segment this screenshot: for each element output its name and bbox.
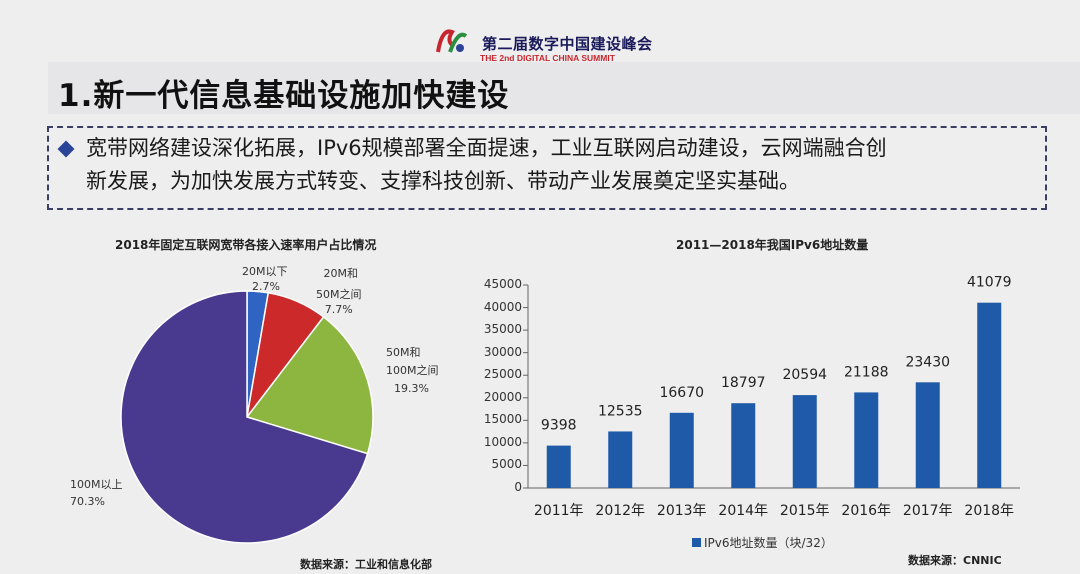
bar-value-label: 12535	[598, 403, 643, 419]
summit-title: 第二届数字中国建设峰会	[482, 35, 653, 53]
summary-line-2: 新发展，为加快发展方式转变、支撑科技创新、带动产业发展奠定坚实基础。	[86, 169, 800, 193]
pie-source: 数据来源：工业和信息化部	[300, 558, 432, 571]
pie-label-line: 7.7%	[324, 303, 353, 316]
pie-label-line: 100M之间	[386, 364, 439, 377]
bar-chart-title: 2011—2018年我国IPv6地址数量	[676, 238, 869, 252]
x-tick-label: 2018年	[964, 503, 1014, 519]
pie-label-line: 19.3%	[394, 382, 429, 395]
title-bar	[48, 62, 1080, 114]
summary-text: 宽带网络建设深化拓展，IPv6规模部署全面提速，工业互联网启动建设，云网端融合创…	[86, 132, 1036, 198]
summary-line-1: 宽带网络建设深化拓展，IPv6规模部署全面提速，工业互联网启动建设，云网端融合创	[86, 136, 887, 160]
pie-chart-title: 2018年固定互联网宽带各接入速率用户占比情况	[115, 238, 377, 252]
bar-value-label: 23430	[905, 354, 950, 370]
legend-swatch	[692, 538, 701, 547]
bar	[792, 395, 817, 488]
bar	[731, 403, 756, 488]
y-tick-label: 20000	[483, 389, 522, 404]
pie-label-line: 50M和	[386, 346, 421, 359]
y-tick-label: 35000	[483, 322, 522, 337]
x-tick-label: 2016年	[841, 503, 891, 519]
pie-label-line: 70.3%	[70, 495, 105, 508]
pie-chart	[120, 290, 374, 544]
y-tick-label: 0	[514, 480, 522, 494]
pie-label-over-100m: 100M以上 70.3%	[70, 476, 123, 510]
bar-value-label: 9398	[541, 418, 577, 434]
section-title: 1.新一代信息基础设施加快建设	[58, 78, 510, 114]
pie-label-under-20m: 20M以下 2.7%	[242, 264, 288, 294]
bar	[608, 431, 633, 488]
y-tick-label: 40000	[483, 299, 522, 314]
bar-legend-label: IPv6地址数量（块/32）	[704, 536, 833, 550]
pie-slice	[245, 315, 374, 455]
y-tick-label: 30000	[483, 344, 522, 359]
summary-box	[47, 126, 1047, 210]
x-tick-label: 2012年	[595, 503, 645, 519]
pie-label-line: 100M以上	[70, 478, 123, 491]
bar	[854, 392, 879, 488]
x-tick-label: 2013年	[657, 503, 707, 519]
pie-label-line: 20M以下	[242, 265, 288, 278]
x-tick-label: 2017年	[903, 503, 953, 519]
bar-value-label: 18797	[721, 375, 766, 391]
bar	[546, 445, 571, 488]
pie-label-20-50m: 20M和 50M之间 7.7%	[316, 266, 362, 317]
x-tick-label: 2015年	[780, 503, 830, 519]
x-tick-label: 2014年	[718, 503, 768, 519]
pie-label-50-100m: 50M和 100M之间 19.3%	[386, 344, 439, 398]
bar-value-label: 16670	[659, 385, 704, 401]
y-tick-label: 10000	[483, 434, 522, 449]
bar-value-label: 21188	[844, 364, 889, 380]
bar-source: 数据来源：CNNIC	[908, 554, 1002, 567]
y-tick-label: 15000	[483, 412, 522, 427]
pie-label-line: 50M之间	[316, 288, 362, 301]
pie-label-line: 20M和	[323, 267, 359, 280]
y-tick-label: 25000	[483, 367, 522, 382]
pie-slice	[120, 290, 369, 544]
bar	[977, 302, 1002, 488]
pie-label-line: 2.7%	[252, 280, 280, 293]
summit-subtitle: THE 2nd DIGITAL CHINA SUMMIT	[480, 53, 615, 63]
summit-logo	[432, 22, 472, 62]
bar-value-label: 41079	[967, 275, 1012, 291]
y-tick-label: 45000	[483, 277, 522, 291]
x-tick-label: 2011年	[534, 503, 584, 519]
bar-value-label: 20594	[782, 367, 827, 383]
y-tick-label: 5000	[491, 457, 522, 472]
y-axis-ticks: 0 5000 10000 15000 20000 25000 30000 35000 40000…	[460, 0, 522, 574]
bar	[669, 412, 694, 488]
bar	[915, 382, 940, 488]
